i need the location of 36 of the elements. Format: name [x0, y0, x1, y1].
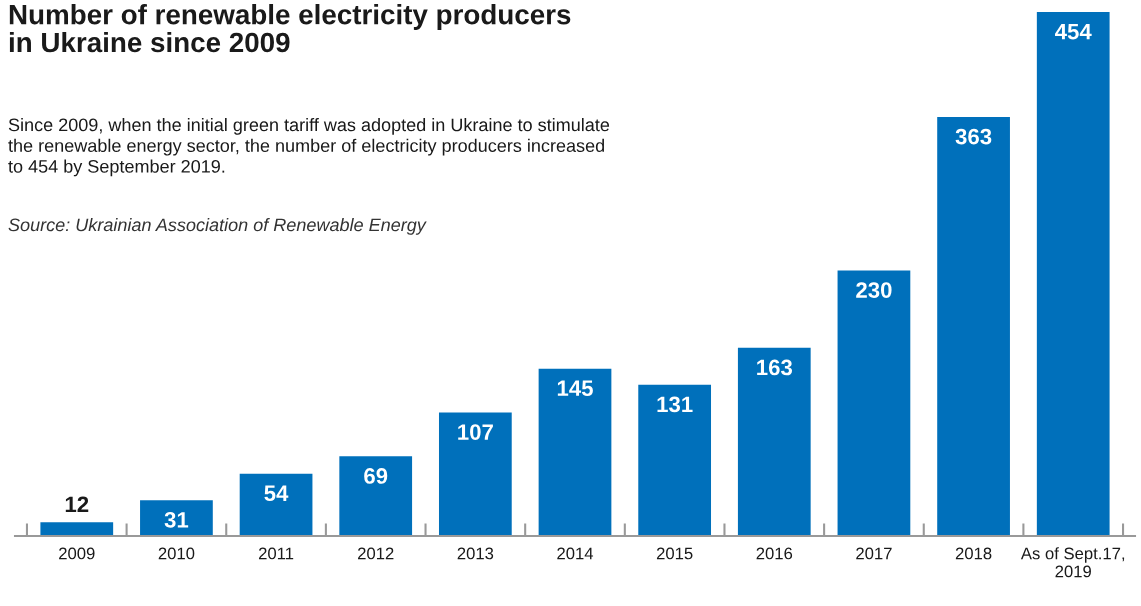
bar — [239, 473, 313, 536]
bar — [140, 500, 213, 536]
x-tick-label: 2009 — [59, 547, 95, 560]
bar — [538, 368, 612, 536]
bar — [737, 347, 811, 536]
x-tick-label: 2017 — [856, 547, 892, 560]
bar — [438, 412, 512, 536]
bar — [937, 117, 1010, 536]
x-tick-label: 2010 — [158, 547, 195, 560]
x-tick-label: As of Sept.17, 2019 — [1020, 547, 1125, 578]
text: Since 2009, when the initial green tariff was adopted in Ukraine to stimulate the renewable energy sector, the number of electricity producers increased to 454 by September 2019. — [8, 118, 610, 177]
data-label: 69 — [364, 468, 388, 484]
bar — [339, 456, 413, 536]
bar — [1036, 12, 1110, 536]
bar — [40, 522, 114, 536]
x-tick-label: 2011 — [258, 547, 294, 560]
data-label: 54 — [264, 485, 289, 502]
x-tick-label: 2013 — [457, 547, 494, 560]
data-label: 31 — [164, 511, 189, 528]
chart-title: Number of renewable electricity producers in Ukraine since 2009 — [9, 4, 571, 53]
data-label: 107 — [458, 424, 493, 440]
bar — [837, 270, 911, 536]
data-label: 363 — [955, 128, 992, 145]
x-tick-label: 2015 — [656, 547, 693, 560]
x-tick-label: 2016 — [756, 547, 793, 560]
data-label: 145 — [557, 380, 593, 397]
x-tick-label: 2014 — [557, 547, 594, 560]
data-label: 230 — [856, 282, 892, 298]
annotation: Source: Ukrainian Association of Renewable Energy — [8, 218, 427, 235]
bar — [638, 384, 712, 536]
data-label: 131 — [657, 396, 693, 413]
x-tick-label: 2018 — [955, 547, 992, 560]
data-label: 12 — [65, 496, 89, 512]
data-label: 454 — [1055, 23, 1092, 40]
data-label: 163 — [757, 359, 793, 376]
x-tick-label: 2012 — [358, 547, 394, 560]
